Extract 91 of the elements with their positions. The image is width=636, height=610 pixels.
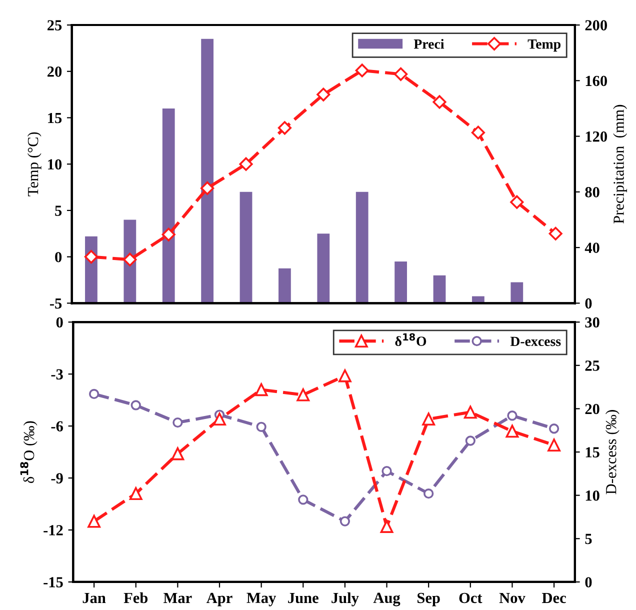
x-tick-label: July [332, 592, 359, 606]
point [316, 88, 330, 102]
y-tick-label: -3 [51, 369, 63, 380]
point [548, 438, 560, 452]
point [355, 64, 369, 78]
point [510, 195, 524, 209]
point [548, 424, 560, 434]
y-axis-title: δ$^{18}$O (‰) [20, 421, 38, 483]
y2-tick-label: 40 [584, 242, 600, 253]
y-tick-label: -5 [50, 298, 62, 309]
point [278, 121, 292, 135]
y2-tick-label: 80 [585, 187, 600, 198]
x-tick-label: June [288, 592, 318, 604]
point [171, 447, 184, 460]
point [254, 383, 268, 396]
bar [201, 38, 214, 304]
y-tick-label: 10 [48, 159, 62, 170]
point [465, 436, 476, 446]
legend-label: δ$^{18}$O [395, 333, 426, 346]
x-tick-label: May [246, 592, 276, 606]
y-tick-label: 20 [48, 66, 62, 77]
point [340, 516, 350, 526]
y2-tick-label: 15 [586, 447, 600, 458]
point [422, 412, 436, 426]
x-tick-label: Apr [206, 592, 232, 606]
y2-tick-label: 0 [585, 577, 592, 588]
bar [356, 192, 368, 304]
y-tick-label: 5 [55, 206, 62, 216]
x-tick-label: Sep [418, 592, 440, 606]
x-tick-label: Mar [164, 592, 192, 604]
point [239, 157, 253, 171]
y-tick-label: 0 [56, 317, 63, 328]
y2-tick-label: 25 [585, 360, 600, 371]
point [394, 67, 408, 81]
bar [162, 108, 175, 304]
point [464, 406, 477, 419]
y-axis-title: Temp (°C) [27, 132, 42, 196]
y-tick-label: 0 [55, 252, 62, 262]
x-tick-label: Jan [82, 592, 106, 604]
point [382, 466, 392, 476]
y-tick-label: 25 [48, 20, 62, 30]
legend-label: Preci [414, 38, 444, 49]
point [506, 424, 519, 438]
y-tick-label: 15 [48, 112, 62, 124]
point [123, 252, 137, 266]
point [296, 388, 310, 402]
y2-tick-label: 200 [585, 20, 607, 30]
x-tick-label: Feb [124, 592, 148, 604]
y2-tick-label: 5 [585, 534, 592, 544]
y2-axis-title: Precipitation (mm) [613, 104, 627, 224]
y2-axis-title: D-excess (‰) [606, 410, 620, 494]
x-tick-label: Nov [499, 592, 526, 604]
point [88, 514, 101, 528]
bar [278, 268, 291, 304]
x-tick-label: Aug [373, 592, 400, 606]
y-tick-label: -9 [51, 473, 63, 484]
bar [510, 282, 524, 304]
x-tick-label: Dec [542, 592, 566, 604]
x-tick-label: Oct [459, 592, 482, 604]
point [213, 412, 226, 426]
bar [394, 261, 407, 304]
legend-label: D-excess [510, 336, 561, 346]
y-tick-label: -12 [44, 525, 63, 536]
y2-tick-label: 30 [585, 317, 600, 328]
point [172, 417, 183, 428]
point [256, 422, 266, 432]
point [162, 228, 176, 242]
y2-tick-label: 120 [586, 131, 607, 142]
y-tick-label: -15 [44, 577, 63, 588]
y2-tick-label: 160 [586, 76, 607, 86]
point [380, 520, 394, 533]
point [129, 487, 142, 500]
point [338, 369, 352, 382]
point [424, 488, 434, 499]
y2-tick-label: 10 [586, 490, 600, 501]
point [548, 226, 562, 240]
point [130, 400, 141, 410]
point [432, 95, 446, 109]
point [507, 410, 518, 421]
point [200, 181, 214, 195]
point [471, 126, 485, 140]
point [298, 494, 308, 505]
bar [240, 192, 252, 304]
y2-tick-label: 0 [585, 298, 592, 309]
y-tick-label: -6 [51, 421, 63, 432]
bar [433, 275, 446, 304]
point [84, 250, 98, 264]
legend-label: Temp [528, 40, 560, 52]
point [88, 388, 100, 400]
bar [317, 234, 330, 304]
y2-tick-label: 20 [585, 404, 600, 414]
